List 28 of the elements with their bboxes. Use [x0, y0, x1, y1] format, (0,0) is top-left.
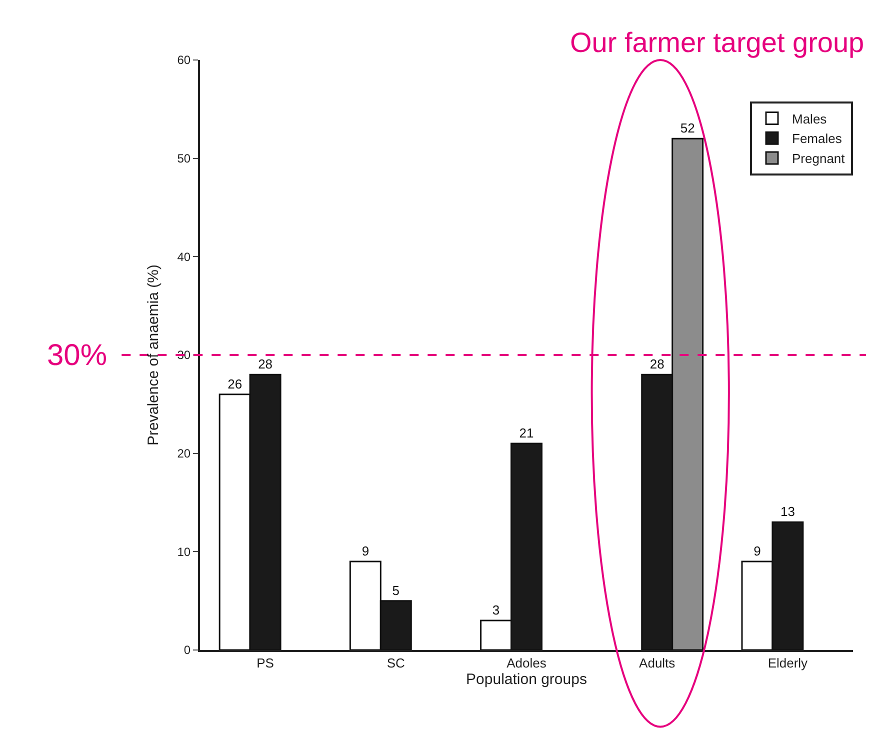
- data-label: 5: [392, 582, 400, 598]
- x-tick-label: Elderly: [768, 656, 808, 671]
- x-tick-label: SC: [386, 656, 405, 671]
- x-tick-label: PS: [256, 656, 274, 671]
- legend-label: Females: [792, 131, 842, 146]
- data-label: 3: [492, 602, 500, 618]
- data-label: 13: [780, 504, 795, 520]
- y-tick-label: 50: [177, 152, 191, 166]
- data-label: 28: [258, 356, 273, 372]
- y-axis-title: Prevalence of anaemia (%): [144, 264, 162, 446]
- y-tick-label: 10: [177, 544, 191, 559]
- x-axis-title: Population groups: [466, 671, 587, 688]
- y-tick-label: 40: [177, 250, 191, 264]
- x-tick-label: Adoles: [506, 656, 547, 671]
- data-label: 28: [650, 356, 664, 372]
- data-label: 26: [228, 376, 242, 392]
- data-label: 9: [754, 544, 761, 558]
- data-label: 9: [362, 544, 370, 558]
- ref-line-label: 30%: [47, 339, 108, 372]
- data-label: 21: [519, 426, 534, 440]
- legend-label: Males: [792, 111, 828, 126]
- x-tick-label: Adults: [639, 656, 676, 671]
- y-tick-label: 0: [184, 643, 191, 658]
- data-label: 52: [680, 120, 695, 136]
- chart-title: Our farmer target group: [570, 27, 864, 58]
- y-tick-label: 60: [177, 53, 191, 68]
- y-tick-label: 20: [177, 446, 191, 461]
- legend-label: Pregnant: [792, 151, 846, 166]
